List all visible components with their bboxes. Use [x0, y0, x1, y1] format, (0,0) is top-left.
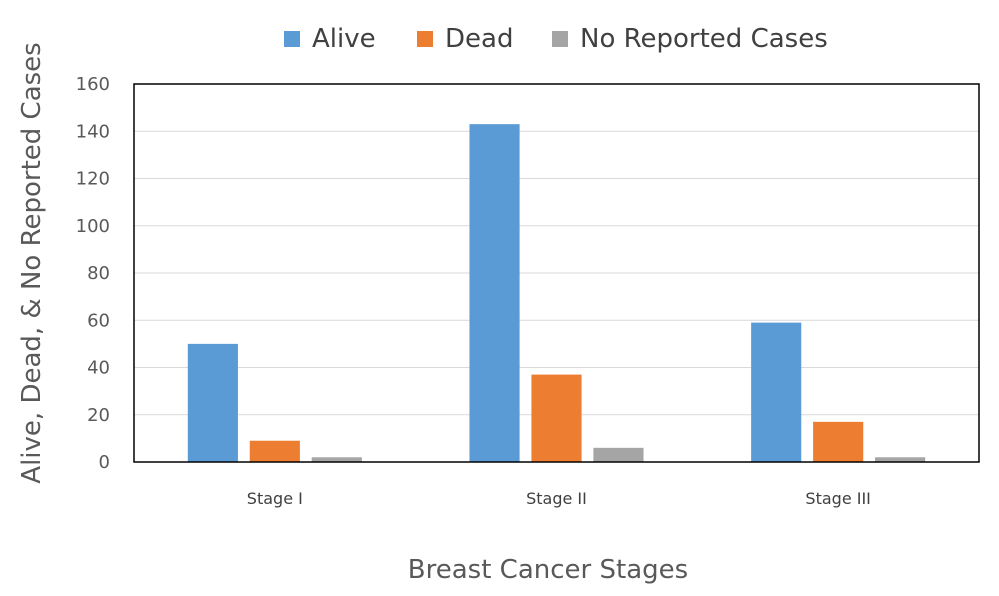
- legend: Alive Dead No Reported Cases: [284, 24, 828, 54]
- bar-alive: [469, 124, 520, 462]
- legend-label: Alive: [312, 24, 376, 54]
- y-tick-label: 140: [76, 121, 110, 142]
- y-tick-label: 20: [87, 405, 110, 426]
- y-tick-label: 0: [99, 452, 110, 473]
- x-axis-title: Breast Cancer Stages: [408, 555, 688, 585]
- bar-dead: [531, 374, 582, 462]
- y-tick-label: 100: [76, 216, 110, 237]
- x-tick-label: Stage II: [526, 489, 587, 508]
- bar-alive: [751, 322, 802, 462]
- bar-no-reported-cases: [593, 447, 644, 462]
- legend-label: No Reported Cases: [580, 24, 828, 54]
- y-tick-label: 40: [87, 358, 110, 379]
- x-tick-label: Stage III: [805, 489, 870, 508]
- bar-no-reported-cases: [311, 457, 362, 462]
- legend-swatch: [417, 31, 433, 47]
- y-axis-ticks: 0 20 40 60 80 100 120 140 160: [76, 74, 110, 473]
- y-tick-label: 80: [87, 263, 110, 284]
- bars: [187, 124, 926, 462]
- gridlines: [134, 130, 979, 416]
- legend-swatch: [284, 31, 300, 47]
- bar-no-reported-cases: [875, 457, 926, 462]
- y-tick-label: 60: [87, 310, 110, 331]
- y-axis-title: Alive, Dead, & No Reported Cases: [17, 42, 47, 483]
- x-axis-ticks: Stage I Stage II Stage III: [247, 489, 871, 508]
- y-tick-label: 160: [76, 74, 110, 95]
- x-tick-label: Stage I: [247, 489, 303, 508]
- bar-dead: [249, 440, 300, 462]
- legend-label: Dead: [445, 24, 513, 54]
- y-tick-label: 120: [76, 169, 110, 190]
- bar-dead: [813, 421, 864, 462]
- bar-alive: [187, 343, 238, 462]
- legend-swatch: [552, 31, 568, 47]
- plot-frame: [133, 83, 980, 463]
